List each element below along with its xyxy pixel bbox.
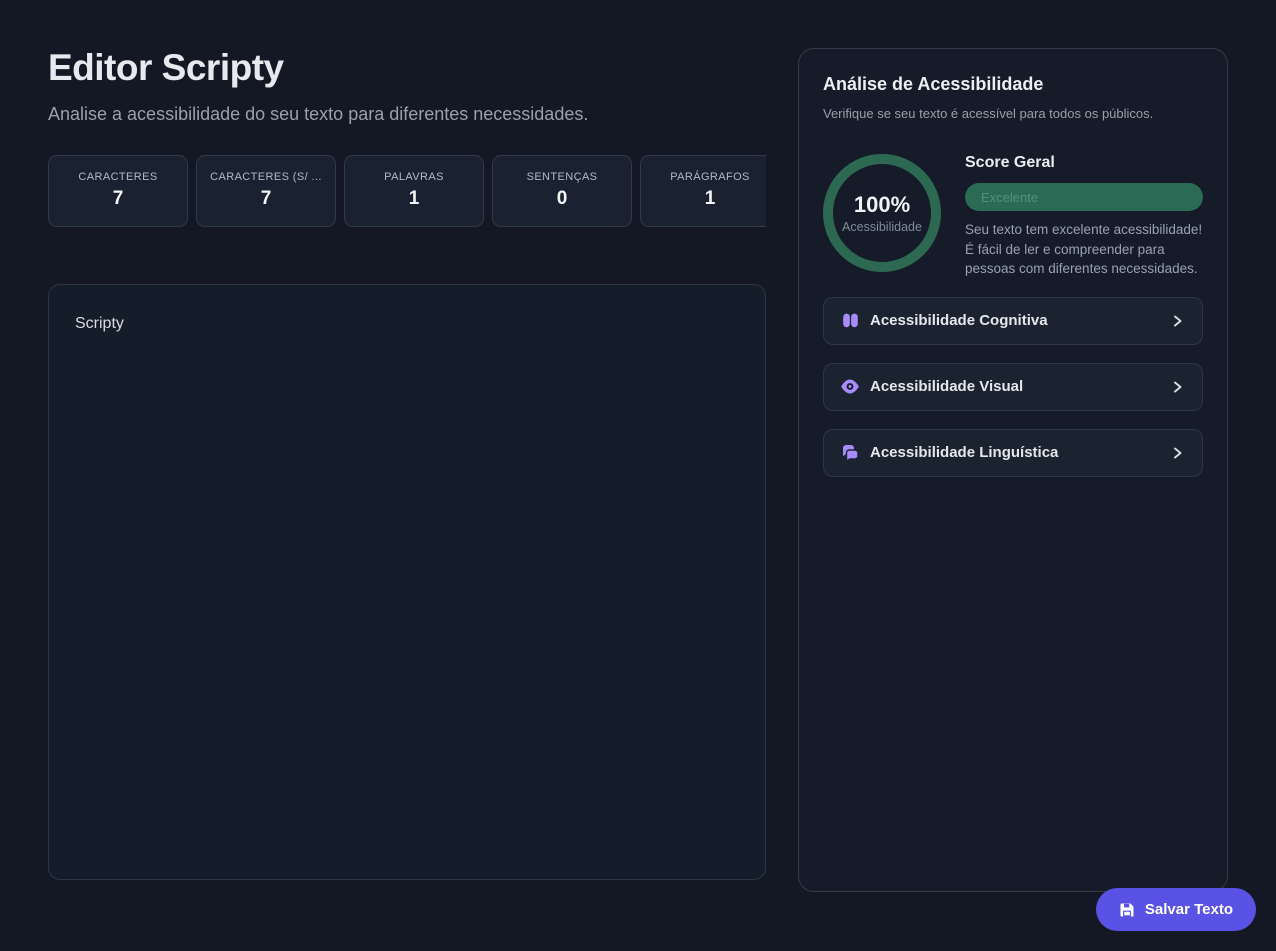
- stat-card-caracteres-sem-espacos: CARACTERES (S/ ... 7: [196, 154, 336, 227]
- stats-row: CARACTERES 7 CARACTERES (S/ ... 7 PALAVR…: [48, 154, 766, 227]
- page-title: Editor Scripty: [48, 47, 284, 88]
- stat-label: PARÁGRAFOS: [670, 171, 750, 184]
- chevron-right-icon: [1168, 378, 1186, 396]
- section-label: Acessibilidade Cognitiva: [870, 312, 1048, 330]
- section-label: Acessibilidade Linguística: [870, 444, 1059, 462]
- stat-card-paragrafos: PARÁGRAFOS 1: [640, 154, 766, 227]
- stat-label: CARACTERES (S/ ...: [210, 171, 322, 184]
- editor-container: Scripty: [48, 283, 766, 880]
- stat-value: 1: [408, 188, 420, 210]
- accessibility-sections: Acessibilidade Cognitiva Acessibilidade …: [823, 296, 1203, 477]
- section-label: Acessibilidade Visual: [870, 378, 1024, 396]
- stat-label: SENTENÇAS: [526, 171, 598, 184]
- stat-label: CARACTERES: [78, 171, 158, 184]
- text-editor[interactable]: Scripty: [49, 284, 765, 879]
- score-heading: Score Geral: [965, 154, 1055, 171]
- save-button-label: Salvar Texto: [1144, 901, 1233, 918]
- section-acessibilidade-linguistica[interactable]: Acessibilidade Linguística: [823, 428, 1203, 477]
- stat-label: PALAVRAS: [384, 171, 444, 184]
- eye-icon: [840, 377, 860, 397]
- section-acessibilidade-visual[interactable]: Acessibilidade Visual: [823, 362, 1203, 411]
- score-ring: 100% Acessibilidade: [823, 154, 941, 272]
- score-percent: 100%: [853, 192, 911, 217]
- stat-card-sentencas: SENTENÇAS 0: [492, 154, 632, 227]
- score-caption: Acessibilidade: [842, 220, 922, 234]
- stat-value: 7: [112, 188, 124, 210]
- accessibility-panel: Análise de Acessibilidade Verifique se s…: [798, 48, 1228, 892]
- main-column: Editor Scripty Analise a acessibilidade …: [48, 47, 766, 880]
- save-button[interactable]: Salvar Texto: [1095, 888, 1256, 931]
- chevron-right-icon: [1168, 312, 1186, 330]
- page-subtitle: Analise a acessibilidade do seu texto pa…: [48, 103, 589, 124]
- panel-subtitle: Verifique se seu texto é acessível para …: [823, 106, 1154, 121]
- brain-icon: [840, 311, 860, 331]
- score-description: Seu texto tem excelente acessibilidade! …: [965, 222, 1203, 277]
- score-badge: Excelente: [965, 183, 1203, 211]
- chat-icon: [840, 443, 860, 463]
- stat-value: 0: [556, 188, 568, 210]
- panel-title: Análise de Acessibilidade: [823, 74, 1044, 94]
- stat-card-palavras: PALAVRAS 1: [344, 154, 484, 227]
- section-acessibilidade-cognitiva[interactable]: Acessibilidade Cognitiva: [823, 296, 1203, 345]
- score-section: 100% Acessibilidade Score Geral Excelent…: [823, 154, 1203, 279]
- stat-value: 1: [704, 188, 716, 210]
- stat-value: 7: [260, 188, 272, 210]
- stat-card-caracteres: CARACTERES 7: [48, 154, 188, 227]
- score-info: Score Geral Excelente Seu texto tem exce…: [965, 154, 1203, 279]
- save-icon: [1119, 902, 1135, 918]
- chevron-right-icon: [1168, 444, 1186, 462]
